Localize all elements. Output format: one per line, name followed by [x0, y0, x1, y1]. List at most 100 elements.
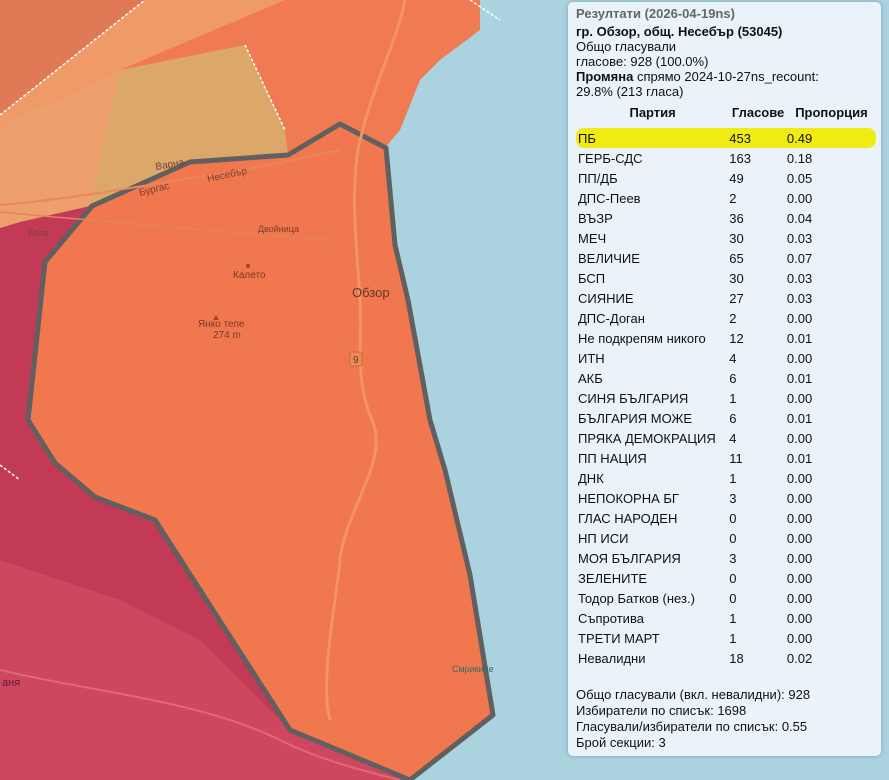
region-crimson-south[interactable] — [0, 560, 410, 780]
road-shield — [349, 351, 363, 367]
share-cell: 0.00 — [786, 550, 813, 566]
votes-cell: 65 — [729, 250, 744, 266]
table-row: Невалидни 18 0.02 — [576, 648, 876, 668]
share-cell: 0.00 — [786, 310, 813, 326]
party-cell: БЪЛГАРИЯ МОЖЕ — [578, 410, 693, 426]
table-row: Не подкрепям никого 12 0.01 — [576, 328, 876, 348]
table-row: ЗЕЛЕНИТЕ 0 0.00 — [576, 568, 876, 588]
share-cell: 0.00 — [786, 630, 813, 646]
party-cell: ПП НАЦИЯ — [578, 450, 647, 466]
turnout-value: гласове: 928 (100.0%) — [576, 54, 709, 69]
party-cell: ГЕРБ-СДС — [578, 150, 643, 166]
road-south — [0, 669, 401, 780]
party-cell: ИТН — [578, 350, 605, 366]
party-cell: ДНК — [578, 470, 604, 486]
share-cell: 0.18 — [786, 150, 813, 166]
table-row: ИТН 4 0.00 — [576, 348, 876, 368]
label-peak-name: Янко тепе — [198, 319, 245, 330]
footer-voters: Избиратели по списък: 1698 — [576, 703, 747, 718]
table-row: БЪЛГАРИЯ МОЖЕ 6 0.01 — [576, 408, 876, 428]
share-cell: 0.00 — [786, 350, 813, 366]
votes-cell: 3 — [729, 550, 737, 566]
peak-marker — [213, 315, 219, 320]
table-row: НП ИСИ 0 0.00 — [576, 528, 876, 548]
share-cell: 0.00 — [786, 530, 813, 546]
table-row: ДПС-Доган 2 0.00 — [576, 308, 876, 328]
label-village-kaleto: Калето — [233, 270, 266, 281]
votes-cell: 30 — [729, 230, 744, 246]
table-row: ГЛАС НАРОДЕН 0 0.00 — [576, 508, 876, 528]
table-row: ПП/ДБ 49 0.05 — [576, 168, 876, 188]
location-name: гр. Обзор, общ. Несебър (53045) — [576, 24, 783, 39]
share-cell: 0.00 — [786, 470, 813, 486]
share-cell: 0.01 — [786, 410, 813, 426]
share-cell: 0.02 — [786, 650, 813, 666]
road-coastal — [0, 149, 341, 206]
votes-cell: 6 — [729, 370, 737, 386]
votes-cell: 0 — [729, 590, 737, 606]
region-boundary-dashed — [0, 464, 21, 481]
share-cell: 0.05 — [786, 170, 813, 186]
table-row: ДПС-Пеев 2 0.00 — [576, 188, 876, 208]
table-row: АКБ 6 0.01 — [576, 368, 876, 388]
results-footer: Общо гласували (вкл. невалидни): 928 Изб… — [576, 687, 873, 751]
share-cell: 0.01 — [786, 450, 813, 466]
party-cell: ПРЯКА ДЕМОКРАЦИЯ — [578, 430, 716, 446]
footer-total: Общо гласували (вкл. невалидни): 928 — [576, 687, 811, 702]
share-cell: 0.03 — [786, 270, 813, 286]
share-cell: 0.00 — [786, 490, 813, 506]
region-selected-obzor[interactable] — [25, 121, 496, 780]
party-cell: НП ИСИ — [578, 530, 629, 546]
label-road-varna: Варна — [155, 157, 186, 173]
share-cell: 0.00 — [786, 430, 813, 446]
footer-sections: Брой секции: 3 — [576, 735, 666, 750]
header-share: Пропорция — [795, 105, 868, 120]
table-row: Тодор Батков (нез.) 0 0.00 — [576, 588, 876, 608]
votes-cell: 163 — [729, 150, 751, 166]
votes-cell: 2 — [729, 190, 737, 206]
party-cell: ПБ — [576, 128, 730, 148]
votes-cell: 1 — [729, 610, 737, 626]
share-cell: 0.07 — [786, 250, 813, 266]
votes-cell: 4 — [729, 430, 737, 446]
votes-cell: 6 — [729, 410, 737, 426]
change-value: 29.8% (213 гласа) — [576, 84, 684, 99]
share-cell: 0.00 — [786, 570, 813, 586]
votes-cell: 49 — [729, 170, 744, 186]
party-cell: ВЕЛИЧИЕ — [578, 250, 640, 266]
share-cell: 0.03 — [786, 290, 813, 306]
votes-cell: 0 — [729, 570, 737, 586]
share-cell: 0.49 — [786, 128, 876, 148]
table-row: ГЕРБ-СДС 163 0.18 — [576, 148, 876, 168]
party-cell: СИНЯ БЪЛГАРИЯ — [578, 390, 689, 406]
votes-cell: 1 — [729, 630, 737, 646]
votes-cell: 2 — [729, 310, 737, 326]
change-line: Промяна спрямо 2024-10-27ns_recount: — [576, 69, 873, 84]
table-row: ПП НАЦИЯ 11 0.01 — [576, 448, 876, 468]
region-northwest[interactable] — [0, 0, 285, 130]
table-row: БСП 30 0.03 — [576, 268, 876, 288]
votes-cell: 18 — [729, 650, 744, 666]
table-row: МЕЧ 30 0.03 — [576, 228, 876, 248]
votes-cell: 1 — [729, 390, 737, 406]
region-boundary-dashed — [469, 0, 501, 21]
table-row: СИНЯ БЪЛГАРИЯ 1 0.00 — [576, 388, 876, 408]
table-row: Съпротива 1 0.00 — [576, 608, 876, 628]
party-cell: Съпротива — [578, 610, 644, 626]
share-cell: 0.01 — [786, 330, 813, 346]
table-row: ВЕЛИЧИЕ 65 0.07 — [576, 248, 876, 268]
region-boundary-dashed — [244, 44, 286, 131]
table-row: ТРЕТИ МАРТ 1 0.00 — [576, 628, 876, 648]
region-west-peach[interactable] — [0, 70, 120, 228]
votes-cell: 36 — [729, 210, 744, 226]
party-cell: МОЯ БЪЛГАРИЯ — [578, 550, 681, 566]
region-boundary-dashed — [0, 0, 146, 116]
results-panel: Резултати (2026-04-19ns) гр. Обзор, общ.… — [568, 2, 881, 756]
header-party: Партия — [629, 105, 676, 120]
votes-cell: 4 — [729, 350, 737, 366]
turnout-label: Общо гласували — [576, 39, 677, 54]
results-table-body: ПБ 453 0.49 ГЕРБ-СДС 163 0.18 ПП/ДБ 49 0.05 ДПС-П… — [576, 128, 876, 668]
party-cell: Невалидни — [578, 650, 646, 666]
change-text: спрямо 2024-10-27ns_recount: — [633, 69, 819, 84]
label-beach-smrikine: Смрикине — [452, 664, 494, 674]
